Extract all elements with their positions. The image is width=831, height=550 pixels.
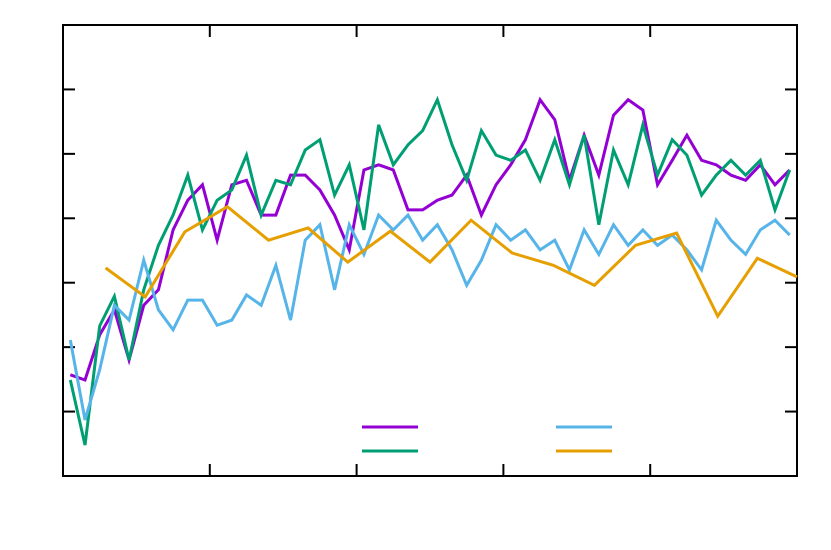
plot-frame [62, 24, 798, 477]
series-line [68, 212, 791, 421]
series-line [68, 95, 792, 446]
series-line [104, 204, 798, 320]
series-line [69, 96, 791, 382]
